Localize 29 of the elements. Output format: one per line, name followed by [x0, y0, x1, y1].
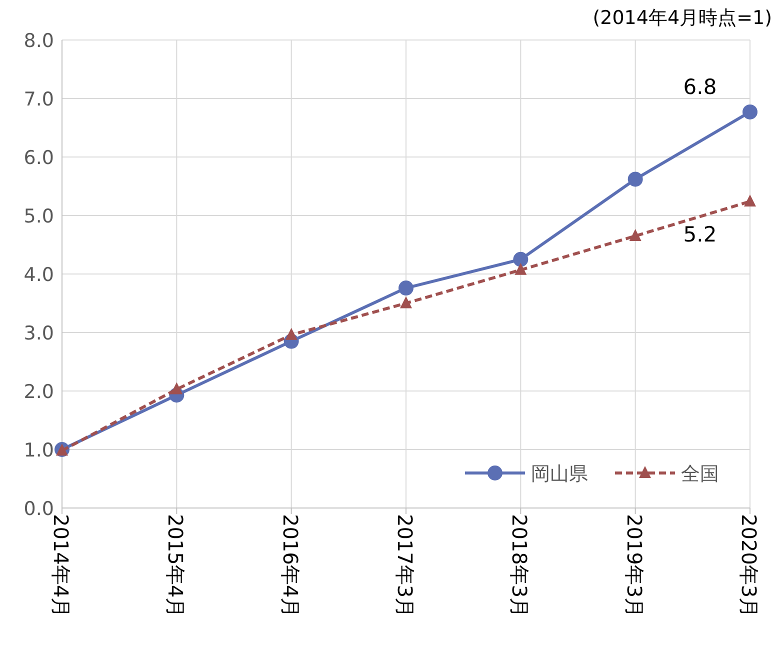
y-tick-label: 2.0: [24, 381, 54, 403]
y-tick-label: 4.0: [24, 264, 54, 286]
point: [628, 172, 643, 187]
data-label: 5.2: [683, 222, 717, 246]
point: [400, 296, 412, 308]
x-tick-label: 2018年3月: [508, 514, 532, 618]
y-tick-label: 8.0: [24, 30, 54, 52]
point: [629, 228, 642, 241]
point: [744, 194, 756, 206]
y-tick-label: 6.0: [24, 147, 54, 169]
legend-label: 全国: [681, 463, 719, 485]
x-tick-label: 2016年4月: [278, 514, 302, 618]
x-tick-label: 2017年3月: [393, 514, 417, 618]
legend-label: 岡山県: [531, 463, 588, 485]
text: (2014年4月時点=1): [592, 7, 772, 29]
point: [742, 104, 758, 120]
point: [285, 328, 298, 340]
y-tick-label: 5.0: [24, 206, 54, 228]
x-tick-label: 2019年3月: [622, 514, 646, 618]
y-tick-label: 7.0: [24, 88, 54, 110]
point: [398, 280, 414, 296]
y-tick-label: 3.0: [24, 322, 54, 344]
y-tick-label: 1.0: [24, 440, 54, 462]
point: [513, 252, 528, 267]
point: [170, 382, 183, 394]
data-label: 6.8: [683, 74, 717, 99]
x-tick-label: 2015年4月: [164, 514, 188, 618]
x-tick-label: 2020年3月: [737, 514, 761, 618]
point: [514, 262, 527, 275]
